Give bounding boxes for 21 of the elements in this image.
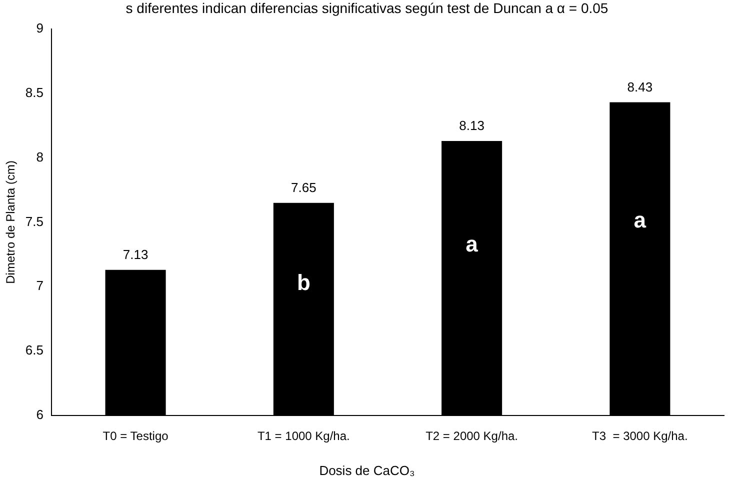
data-label: 8.13 (459, 118, 484, 134)
y-tick-label: 7 (36, 278, 44, 294)
annotation: a (634, 207, 647, 232)
x-tick-label: T2 = 2000 Kg/ha. (426, 429, 518, 444)
annotation: a (466, 231, 479, 256)
y-tick-label: 8.5 (25, 84, 44, 100)
x-axis-title: Dosis de CaCO₃ (318, 463, 416, 478)
data-label: 7.13 (122, 246, 148, 262)
y-tick-label: 6 (36, 407, 44, 422)
y-tick-label: 9 (36, 20, 44, 36)
y-tick-label: 6.5 (25, 342, 44, 358)
x-tick-label: T1 = 1000 Kg/ha. (257, 429, 350, 444)
data-label: 8.43 (627, 79, 653, 94)
y-tick-label: 7.5 (25, 214, 44, 229)
x-tick-label: T3 = 3000 Kg/ha. (592, 429, 688, 444)
y-axis-title: Dimetro de Planta (cm) (4, 160, 18, 284)
annotation: b (296, 270, 310, 295)
data-label: 7.65 (291, 180, 316, 195)
x-tick-label: T0 = Testigo (102, 429, 169, 444)
y-tick-label: 8 (36, 149, 44, 164)
chart-title: s diferentes indican diferencias significativas según test de Duncan a α = 0.05 (124, 0, 610, 16)
